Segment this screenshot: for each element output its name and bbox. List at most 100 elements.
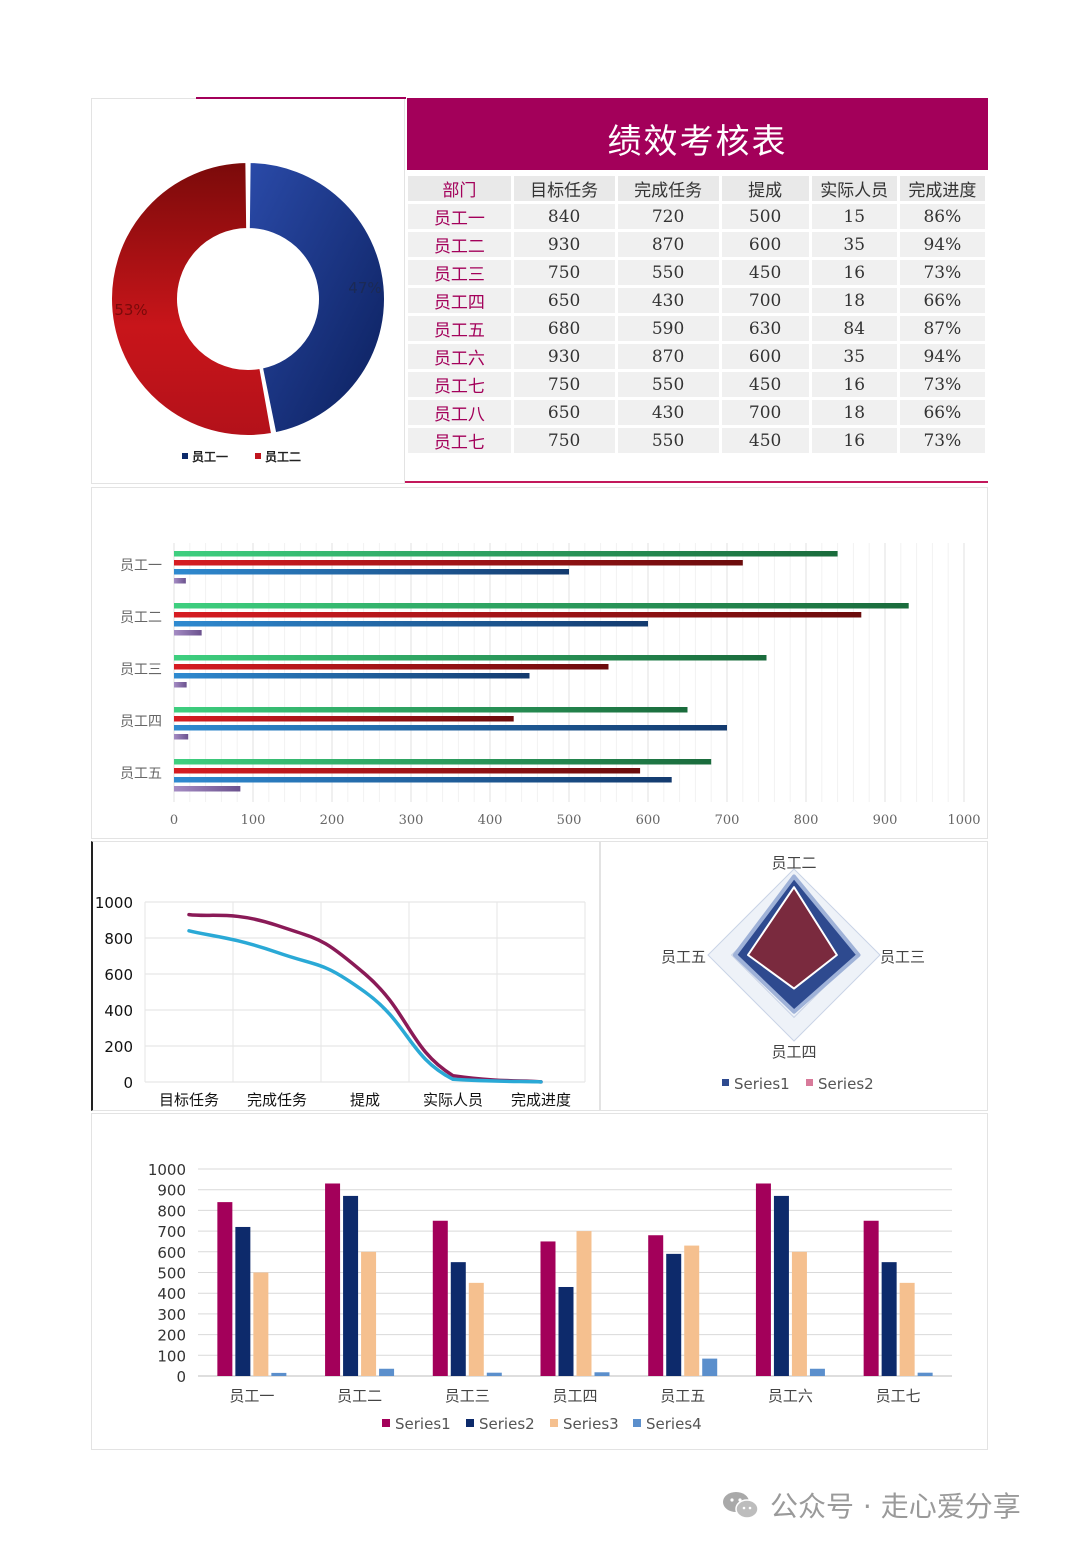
donut-data-label: 53% bbox=[114, 301, 147, 319]
employee-name-cell: 员工三 bbox=[408, 260, 511, 285]
table-cell: 700 bbox=[721, 400, 809, 425]
table-cell: 550 bbox=[617, 428, 719, 453]
vbar-Series4 bbox=[594, 1372, 610, 1376]
y-tick-label: 200 bbox=[104, 1038, 133, 1056]
x-tick-label: 200 bbox=[320, 813, 345, 828]
hbar-目标任务 bbox=[174, 603, 909, 609]
table-cell: 550 bbox=[617, 372, 719, 397]
vbar-Series3 bbox=[576, 1231, 592, 1376]
line-chart: 1000 800 600 400 200 0 目标任务 完成任务 提成 实际人员 完成进度 bbox=[95, 894, 586, 1109]
legend-label: Series4 bbox=[646, 1415, 702, 1433]
performance-table: 部门 目标任务 完成任务 提成 实际人员 完成进度 员工一 840 720 500 15 86% 员工… bbox=[405, 173, 988, 456]
y-category-label: 员工三 bbox=[120, 662, 162, 678]
hbar-提成 bbox=[174, 569, 569, 575]
table-cell: 930 bbox=[513, 232, 615, 257]
hbar-目标任务 bbox=[174, 655, 767, 661]
table-cell: 73% bbox=[899, 428, 985, 453]
x-tick-label: 1000 bbox=[947, 813, 980, 828]
vbar-Series1 bbox=[648, 1235, 664, 1376]
hbar-目标任务 bbox=[174, 551, 838, 557]
x-tick-label: 0 bbox=[170, 813, 178, 828]
table-cell: 840 bbox=[513, 204, 615, 229]
table-row: 员工七 750 550 450 16 73% bbox=[408, 372, 985, 397]
table-cell: 16 bbox=[811, 372, 897, 397]
vbar-Series1 bbox=[863, 1220, 879, 1376]
hbar-完成任务 bbox=[174, 560, 743, 566]
table-cell: 87% bbox=[899, 316, 985, 341]
table-cell: 650 bbox=[513, 400, 615, 425]
vbar-Series2 bbox=[881, 1262, 897, 1376]
y-tick-label: 200 bbox=[157, 1327, 186, 1345]
y-tick-label: 400 bbox=[104, 1002, 133, 1020]
table-cell: 550 bbox=[617, 260, 719, 285]
table-cell: 73% bbox=[899, 260, 985, 285]
table-row: 员工四 650 430 700 18 66% bbox=[408, 288, 985, 313]
vbar-Series4 bbox=[809, 1368, 825, 1376]
table-title: 绩效考核表 bbox=[607, 122, 788, 162]
employee-name-cell: 员工一 bbox=[408, 204, 511, 229]
table-row: 员工一 840 720 500 15 86% bbox=[408, 204, 985, 229]
table-row: 员工八 650 430 700 18 66% bbox=[408, 400, 985, 425]
y-category-label: 员工一 bbox=[120, 558, 162, 574]
table-cell: 15 bbox=[811, 204, 897, 229]
radar-axis-label: 员工三 bbox=[880, 948, 925, 966]
hbar-提成 bbox=[174, 673, 530, 679]
y-category-label: 员工五 bbox=[120, 766, 162, 782]
table-header-cell: 完成任务 bbox=[617, 176, 719, 201]
table-row: 员工五 680 590 630 84 87% bbox=[408, 316, 985, 341]
x-tick-label: 400 bbox=[478, 813, 503, 828]
hbar-实际人员 bbox=[174, 630, 202, 636]
radar-axis-label: 员工二 bbox=[771, 854, 816, 872]
vbar-Series1 bbox=[432, 1220, 448, 1376]
hbar-实际人员 bbox=[174, 734, 189, 740]
table-bottom-border bbox=[405, 481, 988, 483]
table-cell: 650 bbox=[513, 288, 615, 313]
hbar-实际人员 bbox=[174, 682, 187, 688]
vbar-Series3 bbox=[361, 1251, 377, 1376]
table-body: 员工一 840 720 500 15 86% 员工二 930 870 600 35 94% 员工三 750… bbox=[408, 204, 985, 453]
table-cell: 600 bbox=[721, 344, 809, 369]
table-cell: 870 bbox=[617, 344, 719, 369]
y-tick-label: 600 bbox=[157, 1244, 186, 1262]
table-cell: 870 bbox=[617, 232, 719, 257]
radar-series-Series2 bbox=[746, 886, 838, 990]
table-cell: 35 bbox=[811, 344, 897, 369]
vbar-Series4 bbox=[271, 1372, 287, 1376]
table-cell: 86% bbox=[899, 204, 985, 229]
table-cell: 66% bbox=[899, 288, 985, 313]
table-row: 员工六 930 870 600 35 94% bbox=[408, 344, 985, 369]
table-cell: 66% bbox=[899, 400, 985, 425]
line-series-员工一 bbox=[187, 929, 543, 1084]
table-cell: 720 bbox=[617, 204, 719, 229]
table-cell: 450 bbox=[721, 372, 809, 397]
vbar-Series4 bbox=[486, 1372, 502, 1376]
horizontal-bar-chart: 0 100 200 300 400 500 600 700 800 900 1000 员工一员工二员工… bbox=[120, 543, 981, 828]
hbar-实际人员 bbox=[174, 578, 186, 584]
table-cell: 94% bbox=[899, 344, 985, 369]
x-category-label: 完成任务 bbox=[247, 1091, 307, 1109]
legend-marker bbox=[722, 1079, 729, 1086]
hbar-提成 bbox=[174, 725, 727, 731]
hbar-实际人员 bbox=[174, 786, 241, 792]
x-tick-label: 900 bbox=[873, 813, 898, 828]
table-row: 员工三 750 550 450 16 73% bbox=[408, 260, 985, 285]
employee-name-cell: 员工四 bbox=[408, 288, 511, 313]
vbar-Series4 bbox=[379, 1368, 395, 1376]
legend-marker bbox=[550, 1419, 558, 1427]
x-category-label: 员工一 bbox=[229, 1387, 274, 1405]
legend-label: 员工一 bbox=[192, 450, 228, 464]
table-cell: 930 bbox=[513, 344, 615, 369]
table-header-row: 部门 目标任务 完成任务 提成 实际人员 完成进度 bbox=[408, 176, 985, 201]
y-tick-label: 800 bbox=[157, 1202, 186, 1220]
hbar-panel: 0 100 200 300 400 500 600 700 800 900 1000 员工一 员工二 员工… bbox=[91, 487, 988, 839]
radar-axis-label: 员工四 bbox=[771, 1043, 816, 1061]
x-tick-label: 700 bbox=[715, 813, 740, 828]
hbar-提成 bbox=[174, 777, 672, 783]
y-tick-label: 400 bbox=[157, 1285, 186, 1303]
vbar-Series3 bbox=[899, 1282, 915, 1376]
line-panel: 1000 800 600 400 200 0 目标任务 完成任务 提成 实际人员 完成进度 bbox=[91, 841, 600, 1111]
table-row: 员工七 750 550 450 16 73% bbox=[408, 428, 985, 453]
x-category-label: 员工四 bbox=[552, 1387, 597, 1405]
y-tick-label: 500 bbox=[157, 1265, 186, 1283]
